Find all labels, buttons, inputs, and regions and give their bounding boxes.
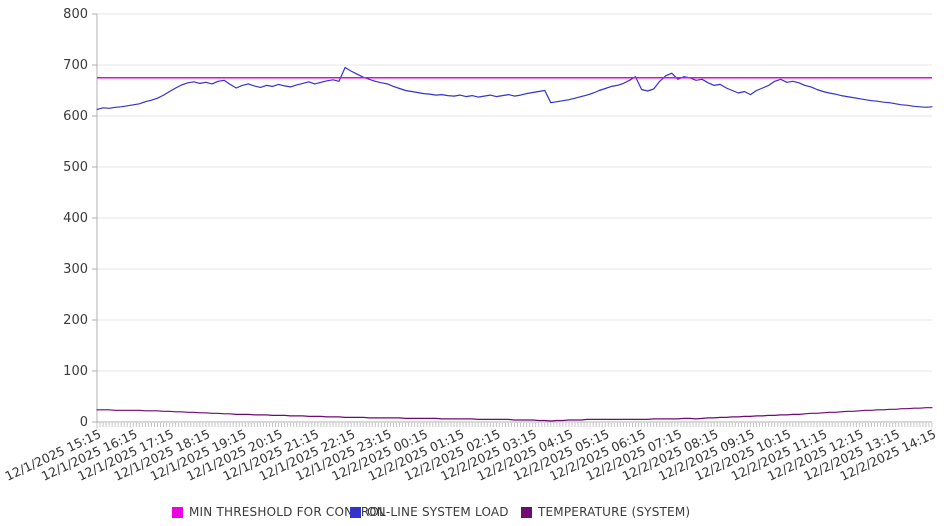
y-axis-label: 300 <box>63 262 88 277</box>
chart-legend: MIN THRESHOLD FOR CONTROL ON-LINE SYSTEM… <box>0 503 946 523</box>
legend-swatch-temperature-icon <box>521 506 532 518</box>
y-axis: 0 100 200 300 400 500 600 700 800 <box>63 7 97 430</box>
legend-item-online-system-load: ON-LINE SYSTEM LOAD <box>350 505 509 519</box>
axes <box>96 14 932 428</box>
legend-label-temperature: TEMPERATURE (SYSTEM) <box>538 505 691 519</box>
legend-item-min-threshold: MIN THRESHOLD FOR CONTROL <box>172 505 386 519</box>
y-axis-label: 700 <box>63 58 88 73</box>
x-minor-ticks <box>96 423 933 427</box>
legend-swatch-min-threshold-icon <box>172 506 183 518</box>
y-axis-label: 100 <box>63 364 88 379</box>
legend-label-min-threshold: MIN THRESHOLD FOR CONTROL <box>189 505 386 519</box>
legend-label-online-system-load: ON-LINE SYSTEM LOAD <box>367 505 509 519</box>
timeseries-chart: 0 100 200 300 400 500 600 700 800 12/1/2025 15:15… <box>3 7 939 484</box>
y-axis-label: 500 <box>63 160 88 175</box>
y-axis-label: 400 <box>63 211 88 226</box>
y-axis-label: 0 <box>80 415 88 430</box>
gridlines <box>97 13 932 423</box>
series-on-line-system-load <box>96 66 933 111</box>
series-temperature-system- <box>96 407 933 422</box>
y-axis-label: 200 <box>63 313 88 328</box>
y-axis-label: 800 <box>63 7 88 22</box>
legend-item-temperature: TEMPERATURE (SYSTEM) <box>521 505 690 519</box>
y-axis-label: 600 <box>63 109 88 124</box>
legend-swatch-online-system-load-icon <box>350 506 361 518</box>
